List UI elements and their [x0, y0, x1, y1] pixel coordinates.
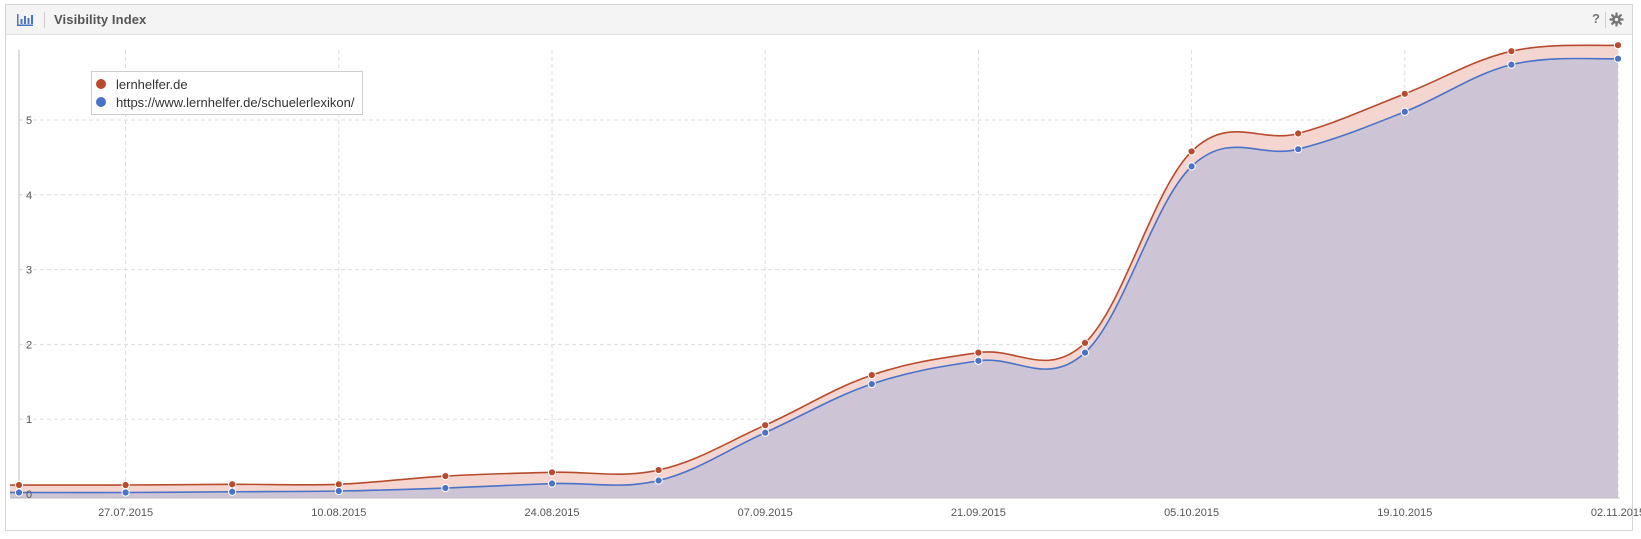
data-point-series-1[interactable] — [334, 480, 343, 489]
data-point-series-1[interactable] — [654, 465, 663, 475]
data-point-series-2[interactable] — [1400, 107, 1409, 116]
data-point-series-1[interactable] — [1294, 129, 1303, 138]
legend-dot-series-2 — [96, 97, 106, 107]
x-tick-label: 21.09.2015 — [951, 507, 1006, 519]
line-series-2 — [18, 57, 1619, 494]
data-point-series-2[interactable] — [228, 487, 237, 496]
data-point-series-1[interactable] — [1507, 47, 1516, 56]
data-point-series-2[interactable] — [1613, 54, 1623, 63]
data-point-series-1[interactable] — [14, 480, 24, 490]
point-layer — [14, 41, 1623, 497]
gear-icon[interactable] — [1609, 12, 1624, 27]
data-point-series-2[interactable] — [867, 379, 876, 389]
y-tick-label: 0 — [26, 489, 32, 501]
line-series-1 — [18, 44, 1619, 486]
panel-header: Visibility Index ? — [6, 5, 1632, 35]
legend-label-series-1: lernhelfer.de — [116, 76, 188, 92]
data-point-series-1[interactable] — [761, 421, 770, 430]
data-point-series-1[interactable] — [547, 468, 557, 477]
chart-legend: lernhelfer.de https://www.lernhelfer.de/… — [91, 71, 364, 115]
data-point-series-2[interactable] — [761, 428, 770, 437]
y-tick-label: 3 — [26, 265, 32, 277]
area-series-2 — [10, 58, 1618, 499]
data-point-series-2[interactable] — [1080, 348, 1090, 357]
x-tick-label: 02.11.2015 — [1591, 507, 1641, 519]
x-tick-label: 19.10.2015 — [1377, 507, 1432, 519]
data-point-series-1[interactable] — [1080, 338, 1090, 348]
data-point-series-2[interactable] — [1507, 60, 1516, 69]
data-point-series-1[interactable] — [974, 348, 983, 357]
data-point-series-1[interactable] — [441, 471, 450, 481]
data-point-series-2[interactable] — [1187, 162, 1196, 171]
legend-item-series-1[interactable]: lernhelfer.de — [96, 75, 354, 93]
data-point-series-2[interactable] — [1294, 145, 1303, 154]
data-point-series-1[interactable] — [228, 480, 237, 489]
help-icon[interactable]: ? — [1592, 11, 1600, 26]
data-point-series-2[interactable] — [547, 479, 557, 488]
data-point-series-1[interactable] — [121, 480, 130, 490]
header-divider-right — [1605, 12, 1606, 28]
legend-dot-series-1 — [96, 79, 106, 89]
data-point-series-1[interactable] — [1400, 89, 1409, 98]
y-tick-label: 1 — [26, 414, 32, 426]
x-tick-label: 05.10.2015 — [1164, 507, 1219, 519]
bar-chart-icon[interactable] — [16, 13, 34, 27]
data-point-series-1[interactable] — [1613, 41, 1623, 50]
x-tick-label: 27.07.2015 — [98, 507, 153, 519]
header-divider — [44, 12, 45, 28]
y-tick-label: 4 — [26, 190, 32, 202]
axis-layer — [10, 50, 1620, 499]
data-point-series-2[interactable] — [334, 486, 343, 496]
data-point-series-1[interactable] — [1187, 147, 1196, 156]
data-point-series-2[interactable] — [974, 356, 983, 365]
panel-title: Visibility Index — [54, 12, 147, 27]
data-point-series-1[interactable] — [867, 370, 876, 380]
x-tick-label: 07.09.2015 — [738, 507, 793, 519]
y-tick-label: 2 — [26, 339, 32, 351]
label-layer: 0 1 2 3 4 5 27.07.2015 10.08.2015 24.08.2015 07.0… — [26, 115, 1641, 519]
legend-label-series-2: https://www.lernhelfer.de/schuelerlexiko… — [116, 94, 355, 110]
data-point-series-2[interactable] — [441, 483, 450, 493]
area-layer — [10, 45, 1618, 499]
legend-item-series-2[interactable]: https://www.lernhelfer.de/schuelerlexiko… — [96, 93, 354, 111]
data-point-series-2[interactable] — [14, 488, 24, 497]
y-tick-label: 5 — [26, 115, 32, 127]
data-point-series-2[interactable] — [121, 488, 130, 497]
x-tick-label: 10.08.2015 — [311, 507, 366, 519]
data-point-series-2[interactable] — [654, 476, 663, 485]
x-tick-label: 24.08.2015 — [524, 507, 579, 519]
